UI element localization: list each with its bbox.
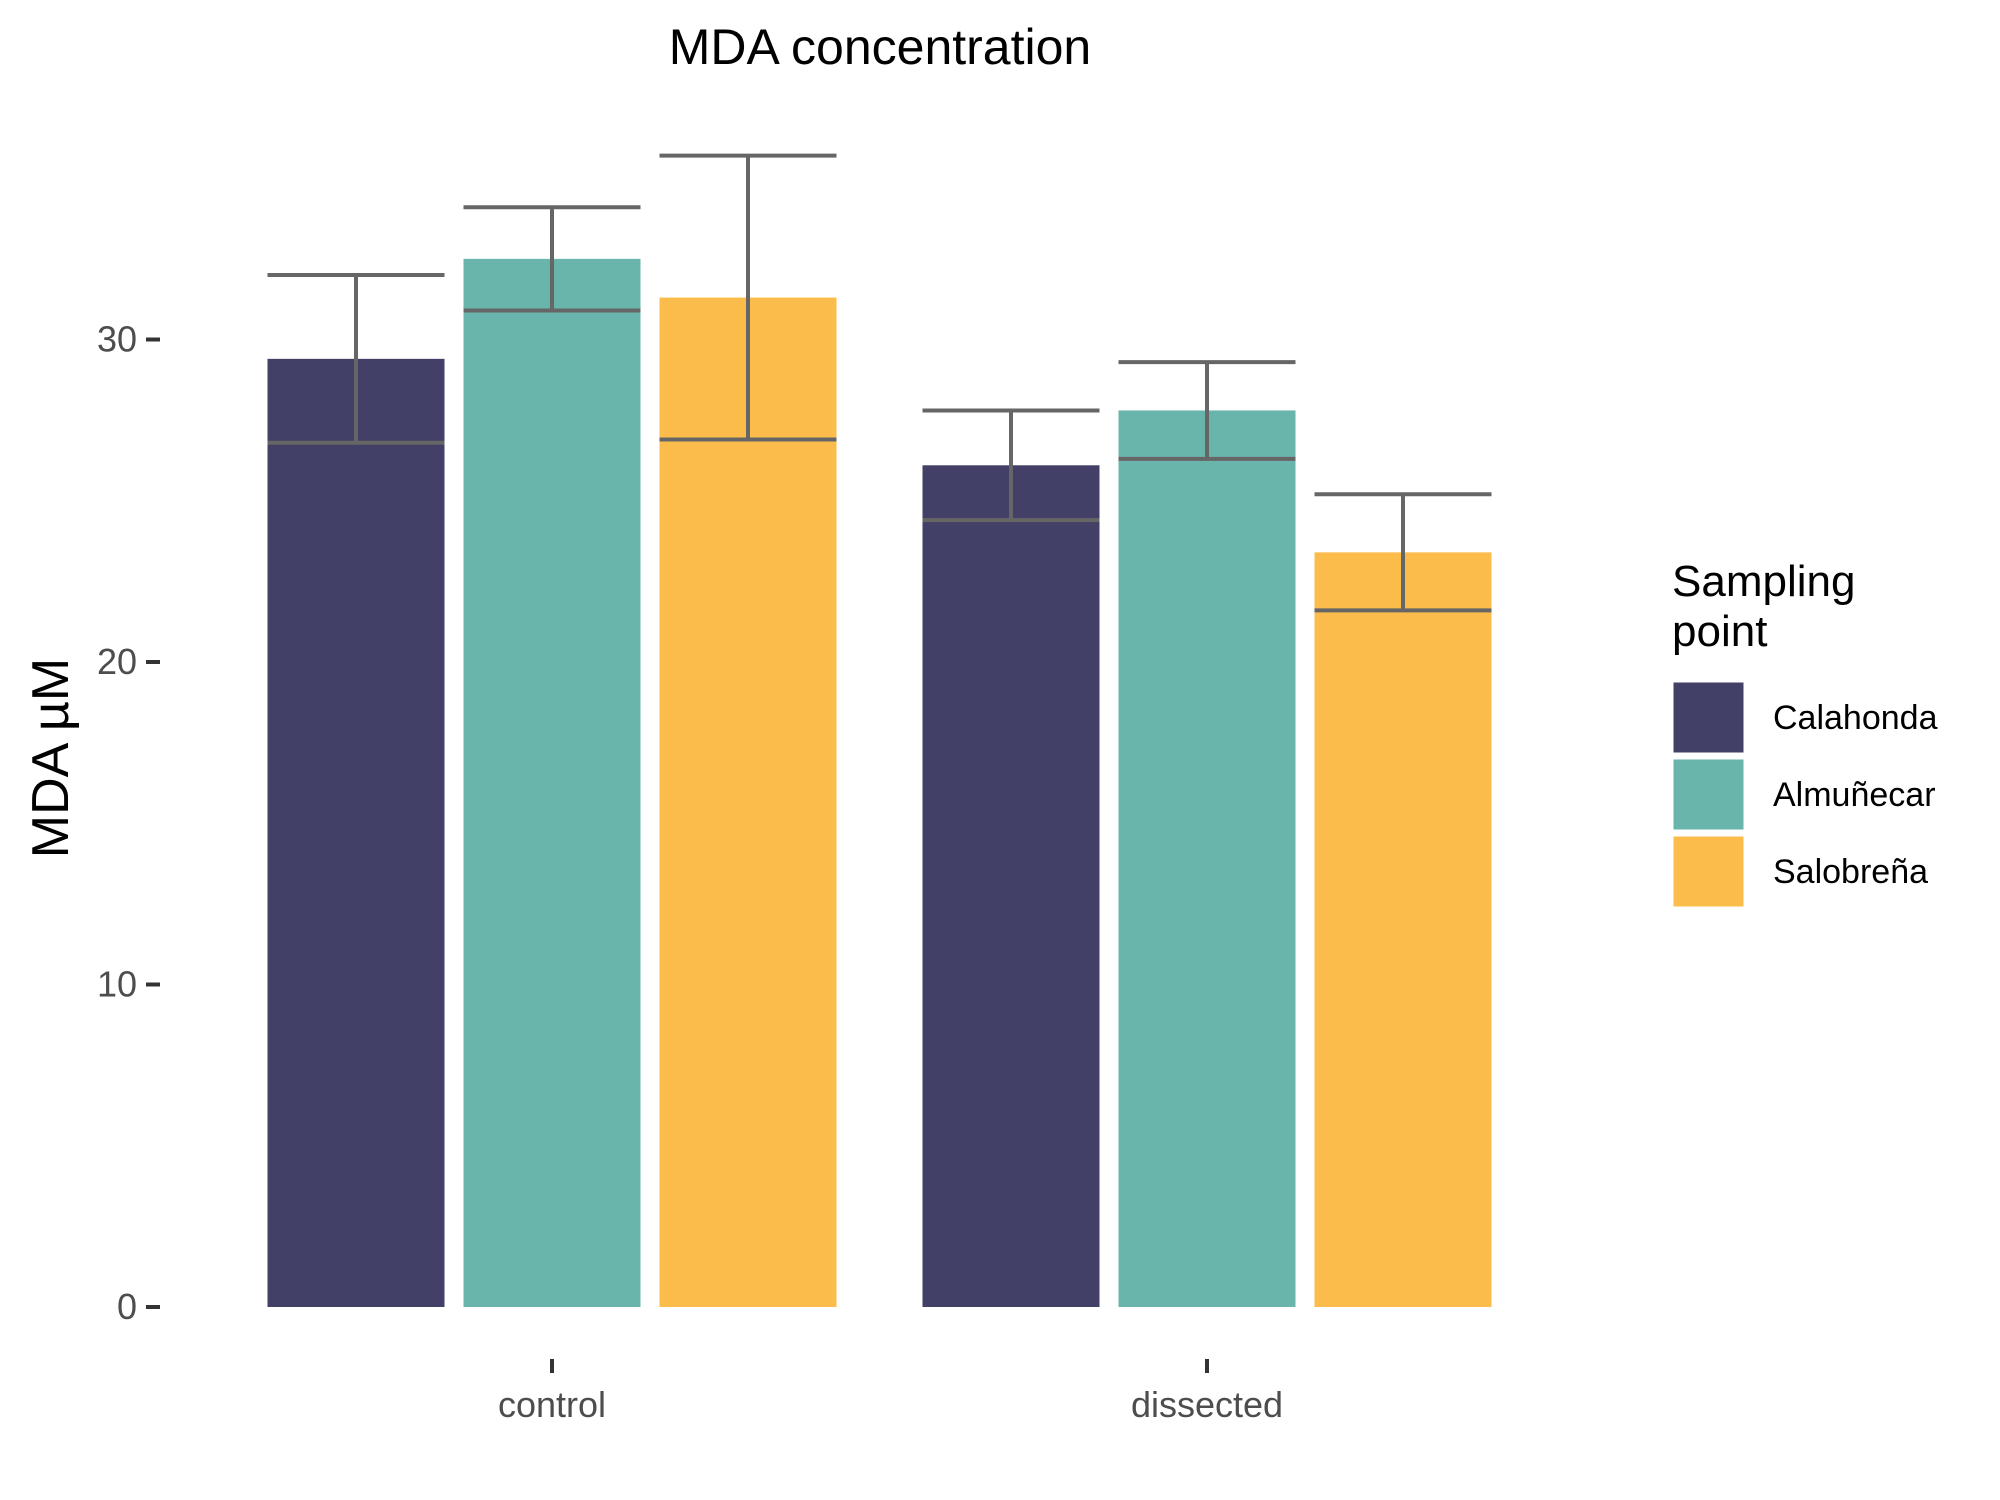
x-tick-label: dissected xyxy=(1131,1384,1283,1425)
y-tick-label: 20 xyxy=(97,641,137,682)
x-axis: control dissected xyxy=(498,1359,1283,1425)
bar xyxy=(1118,410,1296,1307)
y-axis: 0 10 20 30 xyxy=(97,319,160,1327)
bars xyxy=(267,258,1492,1308)
error-bar xyxy=(922,408,1100,523)
legend: Sampling point Calahonda Almuñecar Salobreñ… xyxy=(1670,557,1938,910)
y-tick-label: 30 xyxy=(97,319,137,360)
y-axis-label: MDA µM xyxy=(22,658,80,858)
error-bar xyxy=(1314,492,1492,613)
legend-label: Salobreña xyxy=(1773,853,1928,891)
legend-swatch xyxy=(1670,833,1747,910)
bar xyxy=(1314,552,1492,1307)
bar xyxy=(463,258,641,1307)
legend-label: Almuñecar xyxy=(1773,776,1936,814)
error-bar xyxy=(1118,360,1296,461)
x-tick-label: control xyxy=(498,1384,606,1425)
error-bars xyxy=(267,153,1492,613)
bar xyxy=(922,465,1100,1307)
chart-title: MDA concentration xyxy=(669,19,1091,75)
error-bar xyxy=(267,273,445,445)
error-bar xyxy=(659,153,837,442)
bar xyxy=(659,297,837,1307)
bar xyxy=(267,358,445,1308)
y-tick-label: 0 xyxy=(117,1286,137,1327)
legend-label: Calahonda xyxy=(1773,699,1938,737)
legend-swatch xyxy=(1670,756,1747,833)
legend-swatch xyxy=(1670,679,1747,756)
y-tick-label: 10 xyxy=(97,964,137,1005)
legend-title: Sampling point xyxy=(1672,557,1855,656)
error-bar xyxy=(463,205,641,313)
